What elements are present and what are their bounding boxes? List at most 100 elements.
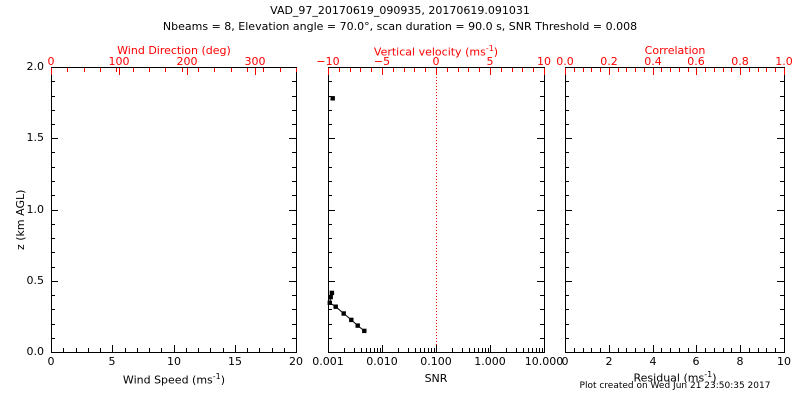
top-axis-minor-tick [51,68,52,72]
panel-residual-top-axis-label: Correlation [644,44,706,57]
bottom-axis-minor-tick [51,348,52,352]
y-axis-minor-tick [565,96,569,97]
figure-footer: Plot created on Wed Jun 21 23:50:35 2017 [579,381,771,391]
y-axis-minor-tick [540,96,544,97]
bottom-axis-tick-label: 0.100 [420,355,452,368]
y-axis-minor-tick [51,338,55,339]
bottom-axis-minor-tick [758,348,759,352]
y-axis-minor-tick [328,267,332,268]
figure-subtitle: Nbeams = 8, Elevation angle = 70.0°, sca… [162,20,638,33]
y-axis-minor-tick [51,224,55,225]
bottom-axis-minor-tick [626,348,627,352]
top-axis-minor-tick [784,68,785,72]
y-axis-minor-tick [777,281,784,282]
y-axis-minor-tick [540,252,544,253]
bottom-axis-tick-label: 0 [561,355,569,368]
y-axis-minor-tick [328,124,332,125]
top-axis-minor-tick [544,68,545,72]
top-axis-minor-tick [296,68,297,72]
bottom-axis-tick-label: 10 [167,355,181,368]
y-axis-minor-tick [777,138,784,139]
top-axis-minor-tick [635,68,636,72]
top-axis-minor-tick [468,68,469,72]
data-point-marker [362,328,367,334]
bottom-axis-minor-tick [161,348,162,352]
y-axis-minor-tick [51,195,55,196]
bottom-axis-minor-tick [272,348,273,352]
panel-snr-border-bottom [328,352,545,353]
y-axis-minor-tick [292,167,296,168]
top-axis-minor-tick [766,68,767,72]
bottom-axis-minor-tick [370,348,371,352]
bottom-axis-tick-label: 20 [289,355,303,368]
bottom-axis-minor-tick [137,348,138,352]
y-axis-minor-tick [780,110,784,111]
top-axis-minor-tick [436,68,437,72]
panel-residual-border-bottom [565,352,785,353]
top-axis-minor-tick [263,68,264,72]
y-axis-minor-tick [51,309,55,310]
y-axis-minor-tick [565,252,569,253]
top-axis-minor-tick [149,68,150,72]
top-axis-tick-label: 5 [486,55,494,68]
bottom-axis-minor-tick [125,348,126,352]
bottom-axis-minor-tick [149,348,150,352]
y-axis-minor-tick [540,81,544,82]
top-axis-minor-tick [688,68,689,72]
panel-wind-speed-top-axis-label: Wind Direction (deg) [117,44,231,57]
bottom-axis-minor-tick [186,348,187,352]
data-point-marker [355,323,360,328]
top-axis-minor-tick [133,68,134,72]
bottom-axis-minor-tick [478,348,479,352]
top-axis-tick-label: 0.0 [556,55,574,68]
bottom-axis-tick [328,345,329,352]
y-axis-minor-tick [565,338,569,339]
y-axis-minor-tick [537,210,544,211]
top-axis-tick [119,68,120,75]
y-axis-minor-tick [540,309,544,310]
top-axis-minor-tick [775,68,776,72]
top-axis-tick-label: 0 [432,55,440,68]
bottom-axis-tick-label: 1.000 [474,355,506,368]
y-axis-minor-tick [780,252,784,253]
top-axis-minor-tick [749,68,750,72]
y-axis-minor-tick [540,267,544,268]
bottom-axis-minor-tick [775,348,776,352]
y-axis-minor-tick [292,224,296,225]
y-axis-minor-tick [540,195,544,196]
top-axis-minor-tick [371,68,372,72]
bottom-axis-tick-label: 0.001 [312,355,344,368]
panel-wind-speed-bottom-axis-label: Wind Speed (ms-1) [122,372,226,387]
y-axis-minor-tick [540,238,544,239]
top-axis-minor-tick [626,68,627,72]
top-axis-minor-tick [339,68,340,72]
bottom-axis-minor-tick [583,348,584,352]
top-axis-minor-tick [214,68,215,72]
data-point-marker [341,311,346,316]
top-axis-minor-tick [661,68,662,72]
y-axis-minor-tick [565,152,569,153]
top-axis-tick-label: 300 [244,55,266,68]
y-axis-minor-tick [565,352,572,353]
y-axis-minor-tick [540,181,544,182]
bottom-axis-minor-tick [344,348,345,352]
y-axis-minor-tick [777,210,784,211]
bottom-axis-minor-tick [688,348,689,352]
top-axis-minor-tick [393,68,394,72]
y-axis-minor-tick [51,324,55,325]
y-axis-minor-tick [292,309,296,310]
top-axis-minor-tick [414,68,415,72]
bottom-axis-tick-label: 10.000 [524,355,564,368]
y-axis-minor-tick [328,309,332,310]
bottom-axis-minor-tick [539,348,540,352]
y-axis-minor-tick [565,138,572,139]
y-axis-minor-tick [51,152,55,153]
panel-wind-speed-border-bottom [51,352,297,353]
y-axis-minor-tick [328,252,332,253]
y-axis-minor-tick [289,210,296,211]
bottom-axis-minor-tick [424,348,425,352]
y-axis-minor-tick [292,181,296,182]
panel-snr-border-right [544,67,545,353]
top-axis-minor-tick [731,68,732,72]
data-point-marker [333,304,338,309]
